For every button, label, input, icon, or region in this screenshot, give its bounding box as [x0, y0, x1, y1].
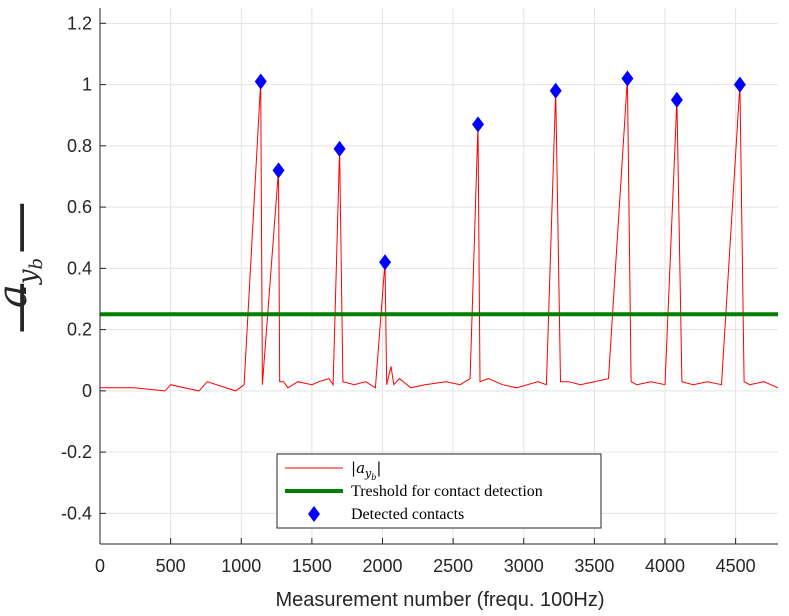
x-tick-label: 2000 [362, 556, 402, 576]
y-axis-label: | ayb | [0, 196, 47, 332]
x-tick-label: 1500 [292, 556, 332, 576]
signal-series-line [100, 78, 779, 392]
detected-contact-marker [621, 70, 634, 87]
y-tick-label: 0.6 [67, 197, 92, 217]
x-tick-label: 1000 [221, 556, 261, 576]
x-tick-label: 3500 [574, 556, 614, 576]
y-axis-label-main: a [0, 284, 36, 308]
y-axis-label-symbol: ayb [0, 258, 47, 308]
y-tick-label: 0 [82, 381, 92, 401]
y-tick-label: 0.8 [67, 136, 92, 156]
y-tick-label: -0.2 [61, 442, 92, 462]
axes [99, 8, 778, 545]
y-axis-label-sub: y [13, 269, 43, 285]
x-tick-label: 4000 [645, 556, 685, 576]
detected-contact-marker [670, 91, 683, 108]
y-tick-label: -0.4 [61, 503, 92, 523]
detected-contact-marker [471, 116, 484, 133]
tick-labels: 0 500 1000 1500 2000 2500 3000 3500 4000 4500 -0.4… [61, 13, 756, 576]
legend-label-contacts: Detected contacts [351, 506, 464, 523]
y-tick-label: 0.2 [67, 320, 92, 340]
legend-label-signal: |ayb| [351, 459, 381, 482]
x-tick-label: 0 [95, 556, 105, 576]
x-tick-label: 4500 [716, 556, 756, 576]
detected-contact-marker [254, 73, 267, 90]
detected-contact-marker [379, 254, 392, 271]
legend-label-threshold: Treshold for contact detection [351, 483, 543, 500]
plot-data [100, 70, 779, 392]
x-axis-label: Measurement number (frequ. 100Hz) [275, 589, 604, 611]
y-tick-label: 0.4 [67, 258, 92, 278]
legend-diamond-swatch [308, 506, 320, 522]
detected-contact-marker [549, 82, 562, 99]
x-tick-label: 3000 [504, 556, 544, 576]
x-tick-label: 500 [156, 556, 186, 576]
y-axis-label-subsub: b [26, 258, 47, 270]
legend: |ayb|Treshold for contact detection Detec… [276, 453, 602, 529]
detected-contact-marker [733, 76, 746, 93]
y-axis-label-bar-left: | [14, 276, 30, 332]
x-tick-label: 2500 [433, 556, 473, 576]
y-tick-label: 1.2 [67, 13, 92, 33]
y-axis-label-bar-right: | [14, 196, 30, 252]
detected-contact-marker [272, 162, 285, 179]
detected-contact-marker [333, 140, 346, 157]
y-tick-label: 1 [82, 75, 92, 95]
